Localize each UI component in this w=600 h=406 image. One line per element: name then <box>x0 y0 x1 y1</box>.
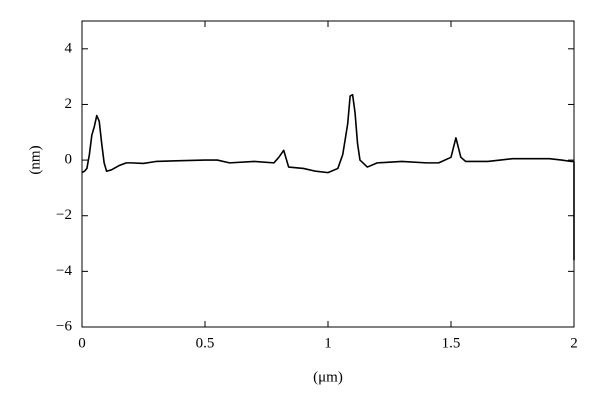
y-tick-label: 2 <box>65 96 73 112</box>
x-tick-label: 0 <box>78 335 86 351</box>
x-tick-label: 1.5 <box>442 335 461 351</box>
y-tick-label: 0 <box>65 152 73 168</box>
x-tick-label: 0.5 <box>196 335 215 351</box>
data-line <box>81 93 575 261</box>
y-axis-label: (nm) <box>27 145 43 174</box>
y-tick-label: 4 <box>65 40 73 56</box>
y-tick-label: −6 <box>56 318 72 334</box>
x-tick-label: 1 <box>324 335 332 351</box>
plot-frame <box>81 20 575 328</box>
y-tick-label: −2 <box>56 207 72 223</box>
x-tick-label: 2 <box>570 335 578 351</box>
x-axis-label: (μm) <box>313 369 343 385</box>
y-tick-label: −4 <box>56 263 72 279</box>
